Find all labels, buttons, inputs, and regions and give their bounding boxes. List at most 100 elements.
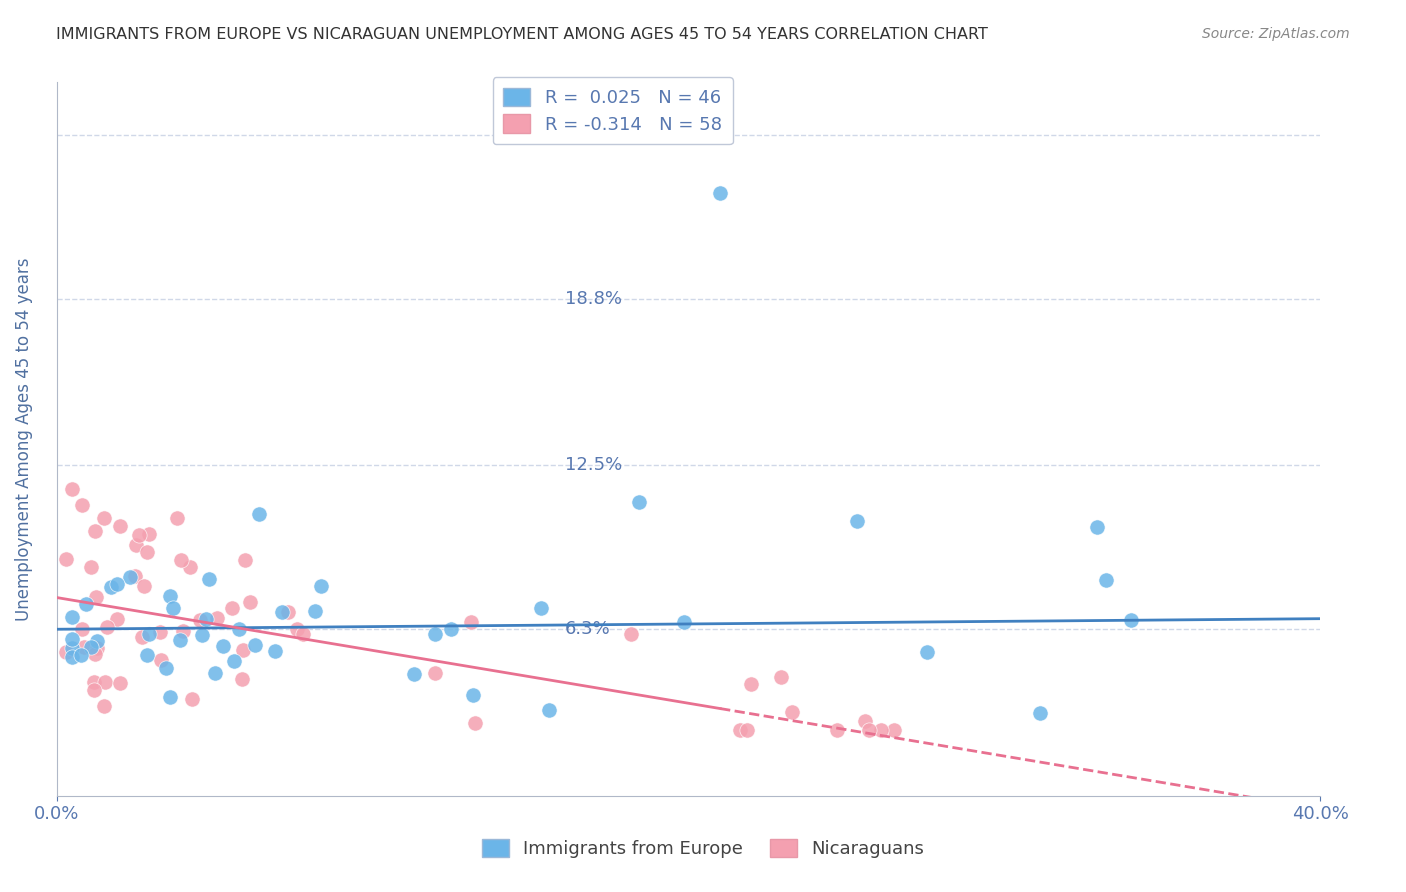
Point	[846, 514, 869, 528]
Point	[170, 553, 193, 567]
Point	[730, 723, 752, 737]
Point	[205, 611, 228, 625]
Point	[191, 627, 214, 641]
Point	[770, 670, 793, 684]
Point	[869, 723, 891, 737]
Text: 18.8%: 18.8%	[565, 290, 621, 308]
Point	[83, 683, 105, 698]
Text: 6.3%: 6.3%	[565, 620, 610, 639]
Point	[190, 613, 212, 627]
Legend: R =  0.025   N = 46, R = -0.314   N = 58: R = 0.025 N = 46, R = -0.314 N = 58	[492, 77, 733, 145]
Point	[70, 498, 93, 512]
Point	[169, 633, 191, 648]
Text: Source: ZipAtlas.com: Source: ZipAtlas.com	[1202, 27, 1350, 41]
Point	[221, 601, 243, 615]
Point	[537, 703, 560, 717]
Point	[93, 698, 115, 713]
Point	[100, 580, 122, 594]
Point	[402, 667, 425, 681]
Point	[239, 595, 262, 609]
Point	[530, 601, 553, 615]
Point	[204, 666, 226, 681]
Point	[96, 620, 118, 634]
Point	[228, 622, 250, 636]
Y-axis label: Unemployment Among Ages 45 to 54 years: Unemployment Among Ages 45 to 54 years	[15, 257, 32, 621]
Point	[672, 615, 695, 629]
Point	[138, 627, 160, 641]
Point	[463, 688, 485, 702]
Point	[108, 676, 131, 690]
Point	[627, 495, 650, 509]
Point	[263, 643, 285, 657]
Point	[231, 673, 253, 687]
Point	[83, 524, 105, 539]
Text: 12.5%: 12.5%	[565, 457, 621, 475]
Point	[60, 650, 83, 665]
Point	[423, 627, 446, 641]
Point	[858, 723, 880, 737]
Point	[620, 627, 643, 641]
Point	[211, 639, 233, 653]
Point	[277, 605, 299, 619]
Point	[131, 631, 153, 645]
Point	[309, 579, 332, 593]
Point	[162, 600, 184, 615]
Point	[69, 648, 91, 663]
Point	[222, 654, 245, 668]
Point	[155, 661, 177, 675]
Point	[825, 723, 848, 737]
Point	[93, 511, 115, 525]
Point	[80, 559, 103, 574]
Point	[149, 653, 172, 667]
Point	[179, 560, 201, 574]
Point	[138, 526, 160, 541]
Point	[159, 589, 181, 603]
Point	[60, 641, 83, 656]
Point	[60, 632, 83, 646]
Point	[124, 569, 146, 583]
Point	[291, 626, 314, 640]
Point	[135, 648, 157, 663]
Point	[195, 612, 218, 626]
Point	[243, 638, 266, 652]
Point	[84, 590, 107, 604]
Point	[128, 528, 150, 542]
Point	[75, 598, 97, 612]
Point	[735, 723, 758, 737]
Point	[149, 625, 172, 640]
Point	[86, 634, 108, 648]
Point	[132, 579, 155, 593]
Point	[915, 645, 938, 659]
Point	[124, 538, 146, 552]
Point	[304, 604, 326, 618]
Point	[181, 691, 204, 706]
Point	[172, 624, 194, 639]
Point	[883, 723, 905, 737]
Point	[60, 609, 83, 624]
Point	[166, 511, 188, 525]
Point	[1085, 520, 1108, 534]
Point	[1094, 574, 1116, 588]
Point	[136, 545, 159, 559]
Point	[70, 622, 93, 636]
Point	[84, 647, 107, 661]
Point	[423, 665, 446, 680]
Point	[105, 612, 128, 626]
Text: IMMIGRANTS FROM EUROPE VS NICARAGUAN UNEMPLOYMENT AMONG AGES 45 TO 54 YEARS CORR: IMMIGRANTS FROM EUROPE VS NICARAGUAN UNE…	[56, 27, 988, 42]
Point	[80, 640, 103, 655]
Point	[86, 641, 108, 656]
Point	[271, 605, 294, 619]
Point	[440, 622, 463, 636]
Point	[94, 674, 117, 689]
Point	[197, 572, 219, 586]
Point	[83, 675, 105, 690]
Point	[60, 483, 83, 497]
Point	[460, 615, 482, 629]
Text: 25.0%: 25.0%	[565, 126, 621, 144]
Point	[233, 553, 256, 567]
Point	[285, 623, 308, 637]
Point	[108, 519, 131, 533]
Point	[105, 576, 128, 591]
Point	[73, 640, 96, 655]
Point	[55, 645, 77, 659]
